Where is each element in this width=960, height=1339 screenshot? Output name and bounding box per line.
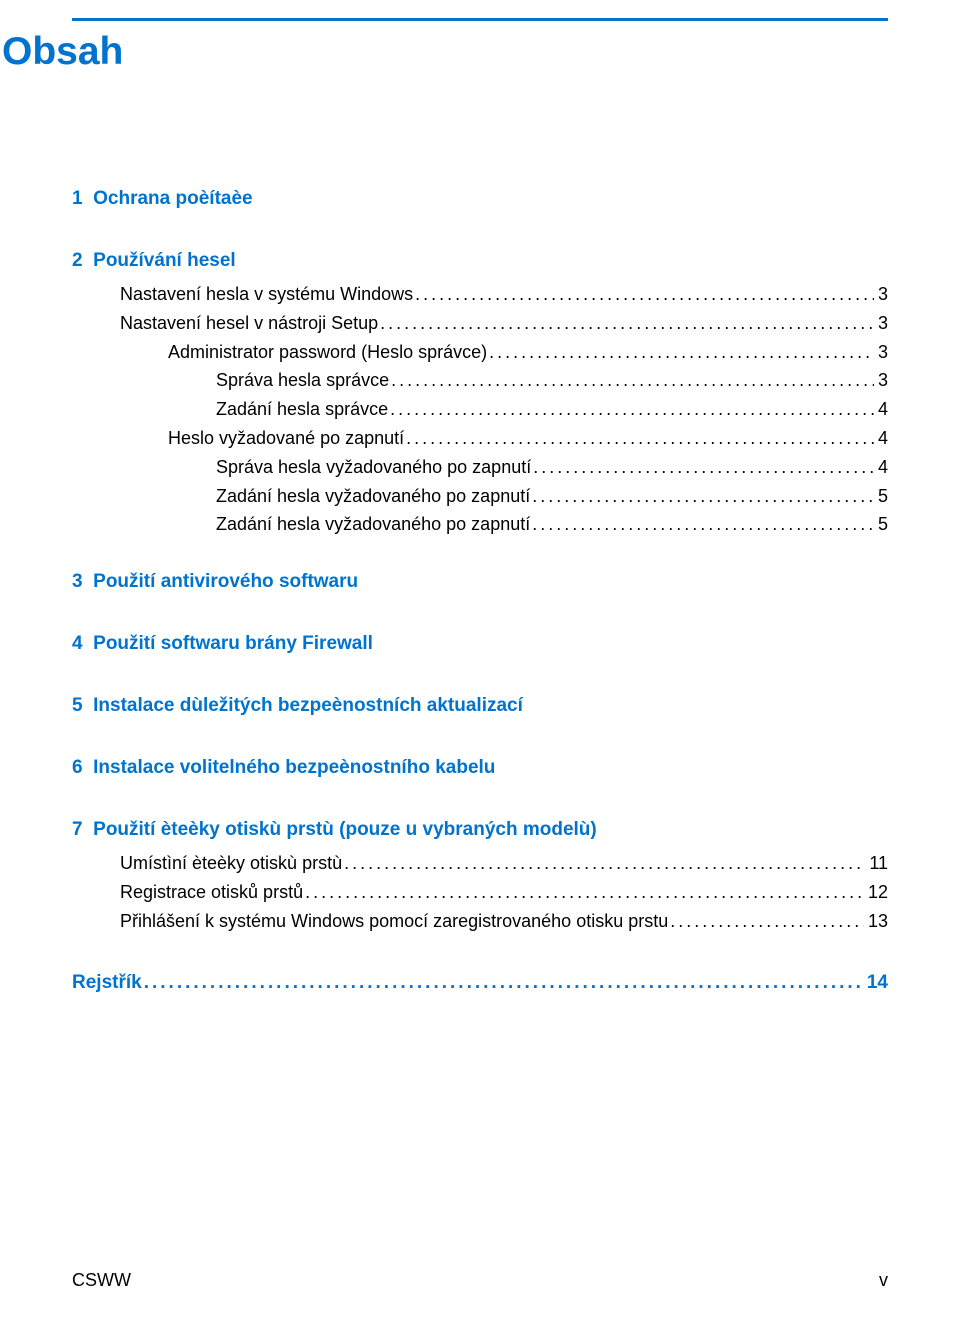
toc-entry-label: Zadání hesla správce [216,395,388,424]
rejstrik-page: 14 [863,968,888,998]
toc-dots: ........................................… [342,849,865,878]
toc-dots: ........................................… [378,309,874,338]
toc-dots: ........................................… [531,453,874,482]
toc-dots: ........................................… [413,280,874,309]
toc-entry-page: 4 [874,395,888,424]
toc-entry-label: Zadání hesla vyžadovaného po zapnutí [216,482,530,511]
toc-entry-label: Umístìní èteèky otiskù prstù [120,849,342,878]
section-3-heading[interactable]: 3 Použití antivirového softwaru [72,571,888,593]
rejstrik-label: Rejstřík [72,968,142,998]
page-title: Obsah [2,30,123,74]
section-5-heading[interactable]: 5 Instalace dùležitých bezpeènostních ak… [72,695,888,717]
toc-entry-label: Zadání hesla vyžadovaného po zapnutí [216,510,530,539]
section-label: Instalace volitelného bezpeènostního kab… [93,757,495,778]
toc-dots: ........................................… [404,424,874,453]
toc-entry[interactable]: Registrace otisků prstů ................… [72,878,888,907]
section-label: Instalace dùležitých bezpeènostních aktu… [93,695,523,716]
top-divider [72,18,888,21]
toc-dots: ........................................… [388,395,874,424]
section-2-heading[interactable]: 2 Používání hesel [72,250,888,272]
toc-entry[interactable]: Správa hesla vyžadovaného po zapnutí ...… [72,453,888,482]
toc-entry-label: Registrace otisků prstů [120,878,303,907]
section-number: 6 [72,757,83,778]
toc-entry[interactable]: Správa hesla správce ...................… [72,366,888,395]
toc-dots: ........................................… [530,510,874,539]
toc-entry-label: Heslo vyžadované po zapnutí [168,424,404,453]
section-number: 4 [72,633,83,654]
toc-entry-label: Přihlášení k systému Windows pomocí zare… [120,907,668,936]
toc-entry-page: 4 [874,453,888,482]
toc-entry[interactable]: Umístìní èteèky otiskù prstù ...........… [72,849,888,878]
toc-entry[interactable]: Heslo vyžadované po zapnutí ............… [72,424,888,453]
toc-entry-label: Správa hesla vyžadovaného po zapnutí [216,453,531,482]
toc-entry[interactable]: Zadání hesla vyžadovaného po zapnutí ...… [72,482,888,511]
section-label: Použití antivirového softwaru [93,571,358,592]
toc-entry-page: 3 [874,366,888,395]
section-number: 7 [72,819,83,840]
footer-right: v [879,1270,888,1291]
section-label: Použití èteèky otiskù prstù (pouze u vyb… [93,819,597,840]
toc-entry-label: Nastavení hesla v systému Windows [120,280,413,309]
toc-entry[interactable]: Administrator password (Heslo správce) .… [72,338,888,367]
toc-dots: ........................................… [142,968,863,998]
toc-dots: ........................................… [530,482,874,511]
section-6-heading[interactable]: 6 Instalace volitelného bezpeènostního k… [72,757,888,779]
toc-entry-page: 12 [864,878,888,907]
toc-entry-label: Nastavení hesel v nástroji Setup [120,309,378,338]
rejstrik-entry[interactable]: Rejstřík ...............................… [72,968,888,998]
toc-entry-page: 3 [874,338,888,367]
toc-entry-page: 11 [865,849,888,878]
toc-entry[interactable]: Zadání hesla vyžadovaného po zapnutí ...… [72,510,888,539]
section-number: 3 [72,571,83,592]
section-1-heading[interactable]: 1 Ochrana poèítaèe [72,188,888,210]
toc-entry-page: 5 [874,510,888,539]
toc-entry-label: Administrator password (Heslo správce) [168,338,487,367]
toc-entry-label: Správa hesla správce [216,366,389,395]
toc-entry-page: 3 [874,309,888,338]
toc-entry[interactable]: Nastavení hesla v systému Windows ......… [72,280,888,309]
toc-dots: ........................................… [303,878,864,907]
section-4-heading[interactable]: 4 Použití softwaru brány Firewall [72,633,888,655]
section-label: Používání hesel [93,250,236,271]
toc-entry[interactable]: Zadání hesla správce ...................… [72,395,888,424]
toc-content: 1 Ochrana poèítaèe 2 Používání hesel Nas… [72,188,888,998]
toc-entry-page: 3 [874,280,888,309]
section-number: 5 [72,695,83,716]
section-7-heading[interactable]: 7 Použití èteèky otiskù prstù (pouze u v… [72,819,888,841]
toc-entry[interactable]: Nastavení hesel v nástroji Setup .......… [72,309,888,338]
toc-entry-page: 13 [864,907,888,936]
section-number: 2 [72,250,83,271]
toc-entry-page: 4 [874,424,888,453]
section-label: Použití softwaru brány Firewall [93,633,373,654]
footer-left: CSWW [72,1270,131,1291]
footer: CSWW v [72,1270,888,1291]
toc-dots: ........................................… [487,338,874,367]
toc-dots: ........................................… [389,366,874,395]
toc-entry-page: 5 [874,482,888,511]
toc-dots: ........................................… [668,907,864,936]
section-number: 1 [72,188,83,209]
section-label: Ochrana poèítaèe [93,188,252,209]
toc-entry[interactable]: Přihlášení k systému Windows pomocí zare… [72,907,888,936]
